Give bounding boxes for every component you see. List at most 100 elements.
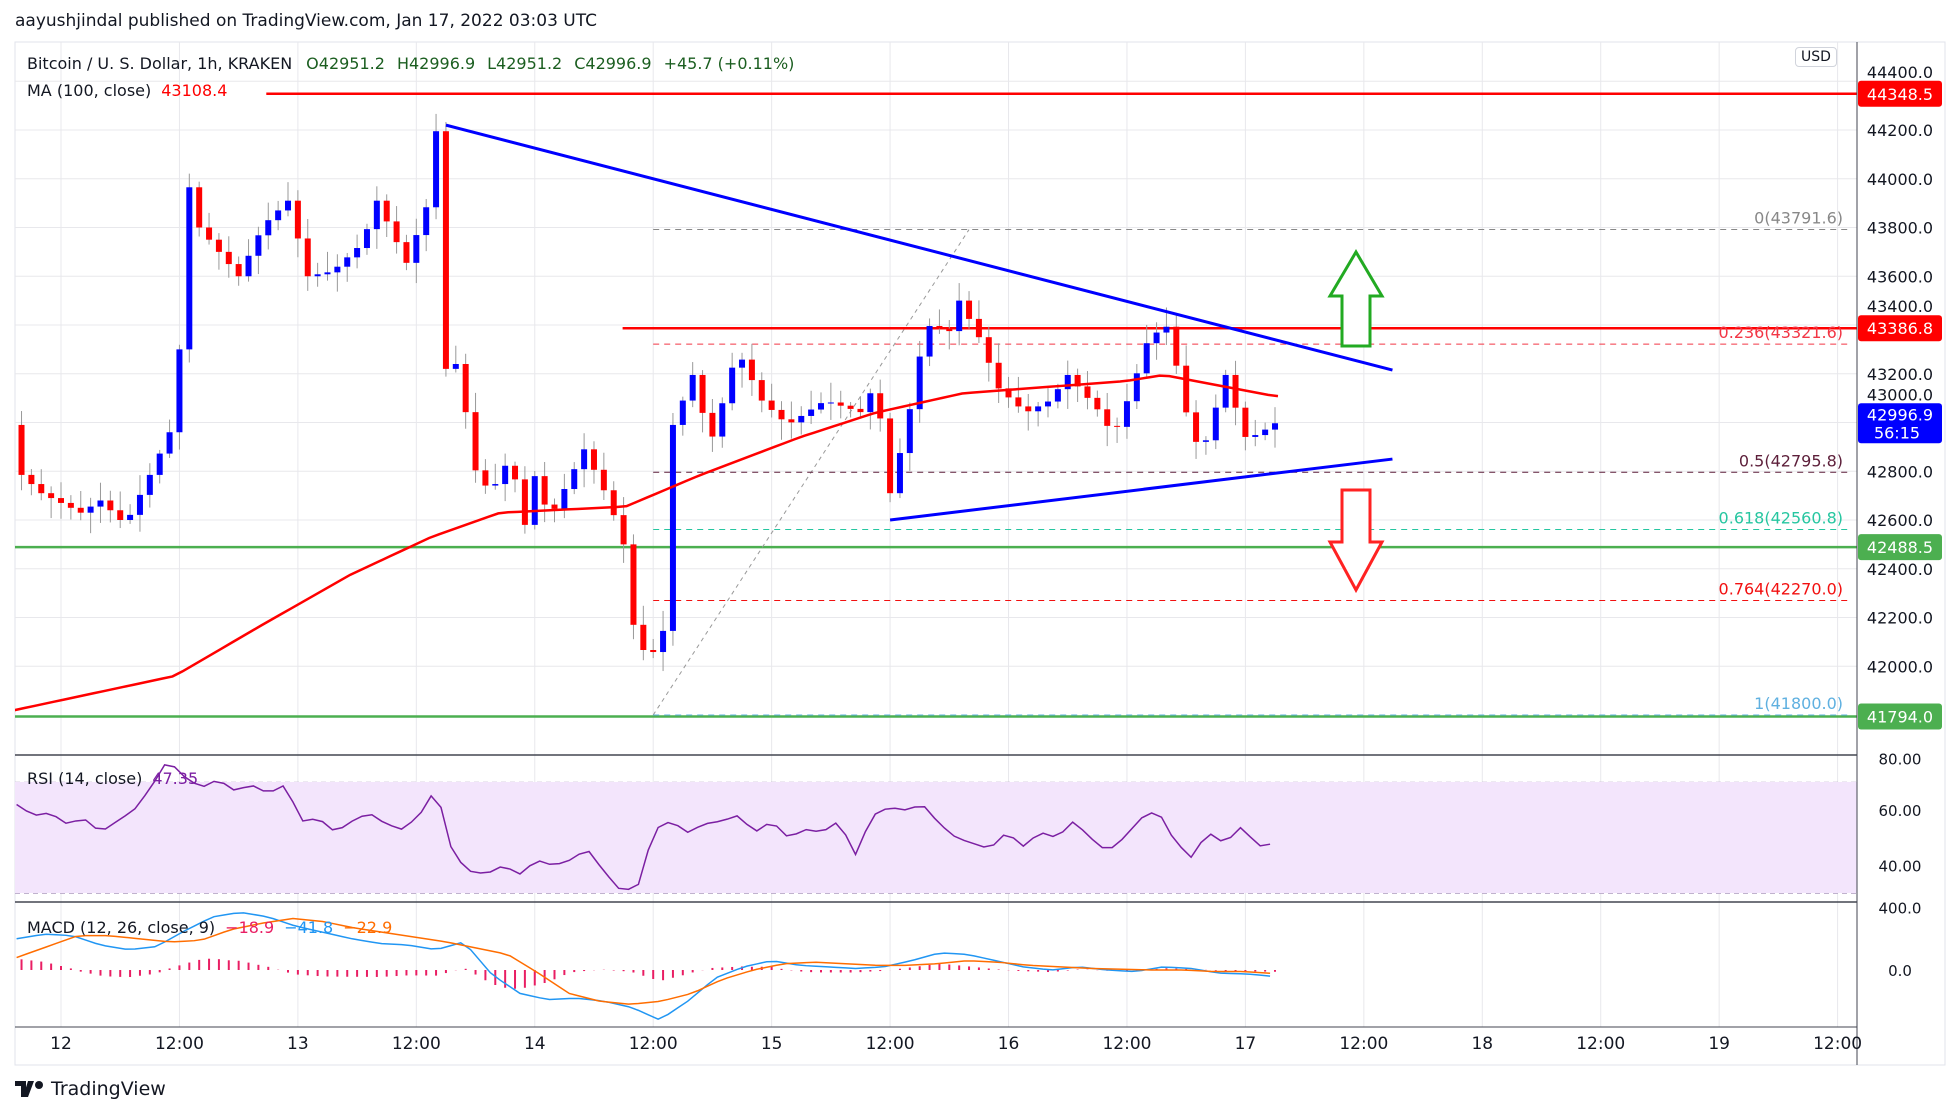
candle-down[interactable] bbox=[640, 624, 647, 650]
candle-up[interactable] bbox=[502, 465, 509, 485]
candle-down[interactable] bbox=[512, 465, 519, 480]
candle-down[interactable] bbox=[38, 484, 45, 494]
candle-down[interactable] bbox=[196, 187, 203, 228]
candle-up[interactable] bbox=[956, 300, 963, 332]
candle-up[interactable] bbox=[146, 474, 153, 495]
candle-down[interactable] bbox=[215, 239, 222, 252]
candle-down[interactable] bbox=[235, 264, 242, 277]
macd-pane[interactable] bbox=[16, 912, 1277, 1021]
candle-down[interactable] bbox=[699, 374, 706, 413]
candle-up[interactable] bbox=[1252, 435, 1259, 437]
candle-up[interactable] bbox=[255, 235, 262, 256]
candle-up[interactable] bbox=[156, 453, 163, 475]
candle-up[interactable] bbox=[176, 349, 183, 433]
candle-down[interactable] bbox=[590, 449, 597, 470]
candle-down[interactable] bbox=[551, 504, 558, 509]
candle-down[interactable] bbox=[294, 200, 301, 239]
candle-up[interactable] bbox=[127, 514, 134, 520]
candle-up[interactable] bbox=[679, 400, 686, 425]
candle-up[interactable] bbox=[729, 367, 736, 404]
candle-down[interactable] bbox=[1242, 407, 1249, 437]
candle-down[interactable] bbox=[442, 131, 449, 369]
candle-down[interactable] bbox=[946, 328, 953, 332]
candle-down[interactable] bbox=[383, 200, 390, 222]
trendline[interactable] bbox=[889, 457, 1393, 522]
candle-up[interactable] bbox=[433, 131, 440, 208]
candle-down[interactable] bbox=[58, 498, 64, 503]
candle-down[interactable] bbox=[1015, 397, 1022, 407]
candle-down[interactable] bbox=[28, 474, 35, 485]
macd-line[interactable] bbox=[16, 912, 1271, 1021]
candle-down[interactable] bbox=[1074, 374, 1081, 387]
candle-up[interactable] bbox=[739, 359, 746, 368]
candle-up[interactable] bbox=[1153, 332, 1160, 344]
candle-up[interactable] bbox=[719, 403, 726, 437]
trendline[interactable] bbox=[445, 123, 1393, 372]
candle-up[interactable] bbox=[265, 220, 272, 236]
candle-down[interactable] bbox=[521, 479, 528, 525]
candle-up[interactable] bbox=[136, 494, 143, 515]
candle-up[interactable] bbox=[669, 424, 676, 631]
candle-down[interactable] bbox=[966, 300, 973, 319]
candle-up[interactable] bbox=[344, 257, 351, 267]
candle-down[interactable] bbox=[975, 318, 982, 338]
candle-up[interactable] bbox=[660, 630, 667, 653]
candle-down[interactable] bbox=[1005, 388, 1012, 398]
candle-down[interactable] bbox=[304, 238, 311, 277]
candle-up[interactable] bbox=[1212, 407, 1219, 441]
candle-down[interactable] bbox=[48, 493, 55, 499]
candle-up[interactable] bbox=[1222, 374, 1229, 408]
candle-up[interactable] bbox=[186, 187, 193, 350]
candle-down[interactable] bbox=[1232, 374, 1239, 408]
rsi-pane[interactable] bbox=[16, 764, 1271, 891]
candle-down[interactable] bbox=[18, 424, 25, 475]
candle-up[interactable] bbox=[561, 489, 568, 509]
candle-up[interactable] bbox=[1035, 406, 1042, 412]
candle-down[interactable] bbox=[610, 490, 617, 516]
candle-down[interactable] bbox=[847, 405, 854, 409]
signal-line[interactable] bbox=[16, 917, 1271, 1005]
candle-up[interactable] bbox=[906, 409, 913, 454]
ma100-line[interactable] bbox=[15, 374, 1279, 712]
candle-up[interactable] bbox=[867, 393, 874, 413]
candle-up[interactable] bbox=[531, 476, 538, 525]
candle-down[interactable] bbox=[403, 242, 410, 263]
candle-up[interactable] bbox=[452, 364, 459, 369]
candle-up[interactable] bbox=[1054, 389, 1061, 402]
candle-up[interactable] bbox=[571, 469, 578, 490]
rsi-line[interactable] bbox=[16, 764, 1271, 891]
candle-down[interactable] bbox=[758, 380, 765, 401]
candle-down[interactable] bbox=[107, 500, 114, 511]
candle-up[interactable] bbox=[581, 449, 588, 470]
candle-down[interactable] bbox=[1183, 365, 1190, 413]
candle-down[interactable] bbox=[1193, 412, 1200, 442]
candle-down[interactable] bbox=[620, 515, 627, 545]
candle-up[interactable] bbox=[827, 402, 834, 404]
candle-up[interactable] bbox=[1045, 401, 1051, 407]
candle-down[interactable] bbox=[225, 251, 232, 265]
candle-up[interactable] bbox=[896, 453, 903, 494]
candle-down[interactable] bbox=[857, 408, 864, 413]
candle-down[interactable] bbox=[768, 400, 775, 410]
candle-up[interactable] bbox=[492, 484, 499, 486]
candle-up[interactable] bbox=[413, 235, 420, 263]
candle-up[interactable] bbox=[423, 207, 430, 236]
candle-up[interactable] bbox=[314, 274, 321, 277]
candle-down[interactable] bbox=[1114, 425, 1121, 427]
candle-up[interactable] bbox=[1163, 326, 1170, 333]
candle-up[interactable] bbox=[245, 255, 252, 277]
candle-down[interactable] bbox=[985, 337, 992, 363]
candle-down[interactable] bbox=[1094, 397, 1101, 410]
candle-up[interactable] bbox=[926, 326, 933, 357]
candle-up[interactable] bbox=[798, 415, 805, 423]
candle-up[interactable] bbox=[87, 506, 94, 513]
axes[interactable]: 44400.0 44200.0 44000.0 43800.0 43600.0 43400… bbox=[50, 63, 1942, 1054]
candle-down[interactable] bbox=[462, 364, 469, 413]
currency-button[interactable]: USD bbox=[1795, 47, 1837, 67]
candle-down[interactable] bbox=[541, 476, 548, 505]
candle-down[interactable] bbox=[482, 470, 489, 486]
candle-down[interactable] bbox=[788, 419, 795, 423]
candle-up[interactable] bbox=[1202, 440, 1209, 442]
price-pane[interactable]: 0(43791.6) 0.236(43321.6) 0.5(42795.8) 0.61… bbox=[12, 92, 1857, 718]
